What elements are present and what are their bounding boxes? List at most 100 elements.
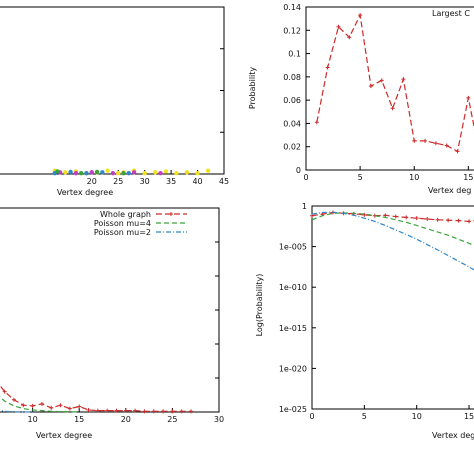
data-point	[412, 138, 417, 143]
data-point	[368, 84, 373, 89]
data-point	[105, 408, 110, 413]
x-tick-label: 20	[87, 177, 97, 186]
data-point	[58, 403, 63, 408]
legend-label: Poisson mu=2	[94, 228, 151, 237]
x-tick-label: 30	[214, 415, 224, 424]
y-tick-label: 0.1	[288, 50, 301, 59]
data-point	[131, 170, 137, 175]
data-point	[390, 106, 395, 111]
data-point	[383, 213, 388, 218]
x-tick-label: 0	[309, 412, 314, 421]
data-point	[142, 409, 147, 414]
data-point	[100, 170, 105, 175]
x-tick-label: 10	[28, 415, 38, 424]
series-line	[0, 396, 80, 413]
x-tick-label: 45	[219, 177, 229, 186]
panel-top-right: 0 5 10 15 0 0.02 0.04 0.06 0.08 0.1 0.12 0.14 Larges…	[248, 3, 474, 195]
x-tick-label: 5	[358, 173, 363, 182]
x-tick-label: 35	[166, 177, 176, 186]
data-point	[455, 149, 460, 154]
y-tick-label: 0	[296, 166, 301, 175]
data-point	[86, 407, 91, 412]
data-point	[174, 170, 179, 176]
data-point	[142, 170, 147, 176]
data-point	[79, 170, 84, 176]
plot-frame	[0, 6, 225, 175]
data-point	[123, 408, 128, 413]
data-point	[126, 170, 131, 176]
data-point	[121, 170, 126, 176]
data-point	[158, 170, 163, 176]
series-line	[0, 384, 192, 412]
data-point	[84, 170, 89, 176]
data-point	[310, 213, 314, 218]
y-tick-label: 0.08	[283, 73, 301, 82]
plot-frame	[305, 6, 474, 171]
y-tick-label: 0.06	[283, 96, 301, 105]
series-line	[311, 211, 474, 223]
data-point	[393, 214, 398, 219]
panel-top-left: 20 25 30 35 40 45 Vertex degree	[0, 6, 229, 197]
x-axis-label: Vertex degree	[36, 431, 92, 440]
x-tick-label: 10	[409, 173, 419, 182]
data-point	[116, 170, 121, 176]
y-tick-label: 0.12	[283, 26, 301, 35]
data-point	[189, 409, 194, 414]
legend-label: Poisson mu=4	[94, 219, 151, 228]
data-point	[163, 169, 169, 174]
data-point	[77, 404, 82, 409]
data-point	[2, 389, 7, 394]
data-point	[435, 217, 440, 222]
data-point	[404, 215, 409, 220]
data-point	[39, 401, 44, 406]
data-point	[423, 138, 428, 143]
y-axis-label: Log(Probability)	[255, 274, 264, 337]
data-point	[11, 397, 16, 402]
data-point	[336, 24, 341, 29]
data-point	[30, 403, 35, 408]
series-line	[311, 212, 474, 246]
data-point	[151, 409, 156, 414]
data-point	[414, 216, 419, 221]
x-tick-label: 25	[167, 415, 177, 424]
data-point	[401, 77, 406, 82]
data-point	[444, 143, 449, 148]
data-point	[114, 408, 119, 413]
y-axis-label: Probability	[248, 67, 257, 110]
x-tick-label: 30	[140, 177, 150, 186]
data-point	[133, 408, 138, 413]
data-point	[73, 170, 79, 176]
data-point	[456, 218, 461, 223]
y-tick-label: 0.14	[283, 3, 301, 12]
data-point	[49, 405, 54, 410]
x-tick-label: 15	[74, 415, 84, 424]
plot-frame	[311, 205, 474, 410]
x-tick-label: 20	[121, 415, 131, 424]
x-tick-label: 15	[464, 412, 474, 421]
data-point	[184, 170, 190, 175]
data-point	[110, 170, 116, 176]
y-tick-label: 1e-010	[279, 283, 307, 292]
data-point	[105, 168, 110, 173]
data-point	[446, 218, 451, 223]
data-point	[433, 141, 438, 146]
data-point	[55, 169, 60, 174]
data-point	[67, 406, 72, 411]
data-point	[205, 168, 211, 173]
plot-frame	[0, 207, 220, 413]
data-point	[362, 212, 367, 217]
series-line	[0, 409, 33, 413]
y-tick-label: 0.04	[283, 119, 301, 128]
data-point	[161, 409, 166, 414]
series-line	[311, 211, 474, 271]
data-point	[89, 170, 94, 175]
data-point	[314, 120, 319, 125]
data-point	[425, 216, 430, 221]
x-axis-label: Vertex degree	[57, 188, 113, 197]
data-point	[347, 35, 352, 40]
data-point	[379, 78, 384, 83]
y-tick-label: 0.02	[283, 143, 301, 152]
x-tick-label: 25	[113, 177, 123, 186]
